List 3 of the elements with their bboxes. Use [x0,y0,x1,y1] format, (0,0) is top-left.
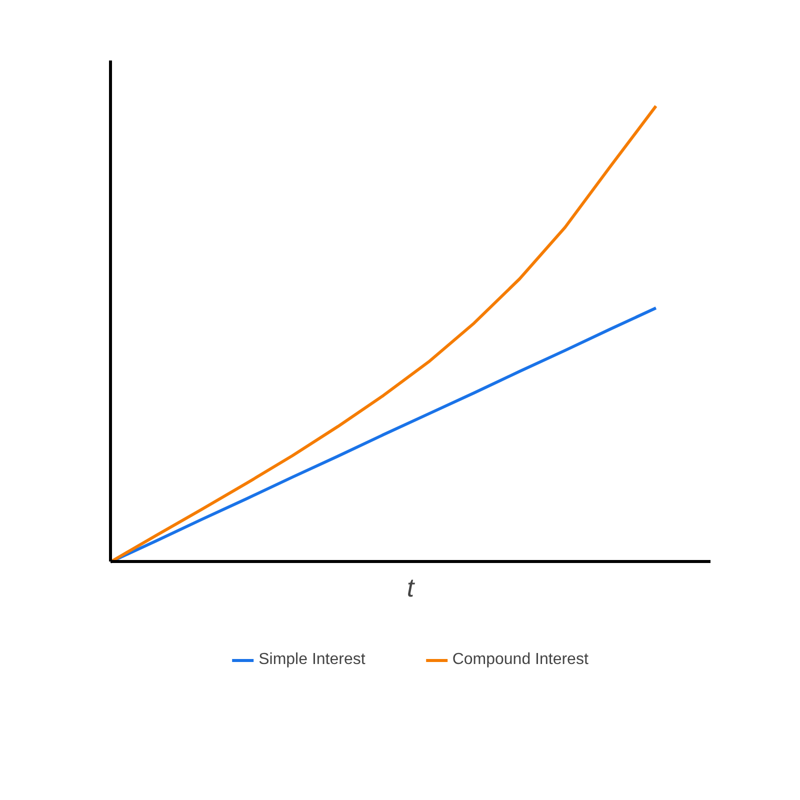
x-axis-title: t [406,572,416,602]
legend-label: Compound Interest [452,651,588,669]
legend-label: Simple Interest [258,651,366,669]
